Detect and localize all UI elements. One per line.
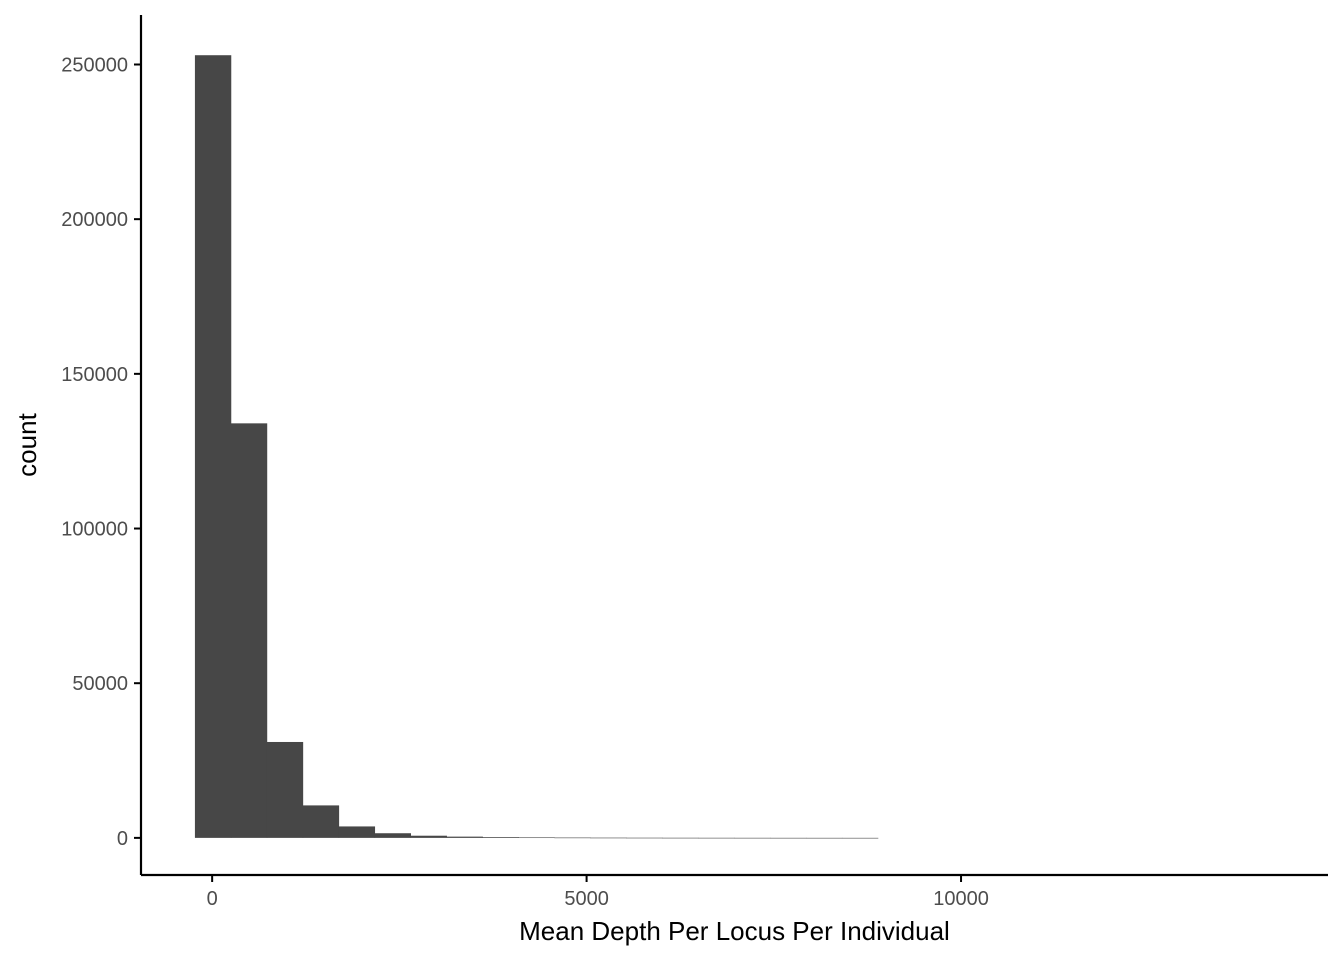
- x-tick-label-1: 0: [207, 888, 218, 910]
- histogram-bar-16: [734, 837, 771, 839]
- y-axis-ticks: 0 50000 100000 150000 200000 250000: [61, 54, 141, 850]
- histogram-bars: [194, 55, 879, 839]
- histogram-bar-17: [770, 837, 807, 839]
- histogram-bar-10: [518, 837, 555, 839]
- histogram-bar-8: [446, 836, 483, 838]
- x-axis-ticks: 0 5000 10000: [207, 875, 989, 910]
- x-axis-title: Mean Depth Per Locus Per Individual: [519, 916, 950, 946]
- y-tick-label-2: 50000: [72, 673, 128, 695]
- histogram-bar-7: [410, 835, 447, 838]
- histogram-bar-14: [662, 837, 699, 839]
- x-tick-label-2: 5000: [564, 888, 609, 910]
- histogram-bar-12: [590, 837, 627, 839]
- histogram-bar-3: [266, 741, 304, 838]
- y-axis-title: count: [12, 412, 42, 476]
- histogram-bar-18: [806, 837, 843, 839]
- histogram-bar-5: [338, 826, 376, 838]
- histogram-bar-6: [374, 833, 412, 838]
- y-tick-label-6: 250000: [61, 54, 128, 76]
- y-tick-label-1: 0: [117, 828, 128, 850]
- histogram-bar-13: [626, 837, 663, 839]
- y-tick-label-3: 100000: [61, 519, 128, 541]
- y-tick-label-4: 150000: [61, 364, 128, 386]
- x-tick-label-3: 10000: [933, 888, 989, 910]
- histogram-bar-19: [841, 837, 879, 839]
- histogram-bar-4: [302, 805, 340, 838]
- histogram-bar-1: [194, 55, 232, 838]
- histogram-bar-9: [482, 837, 519, 838]
- y-tick-label-5: 200000: [61, 209, 128, 231]
- histogram-bar-2: [230, 423, 268, 838]
- histogram-bar-15: [698, 837, 735, 839]
- histogram-bar-11: [554, 837, 591, 839]
